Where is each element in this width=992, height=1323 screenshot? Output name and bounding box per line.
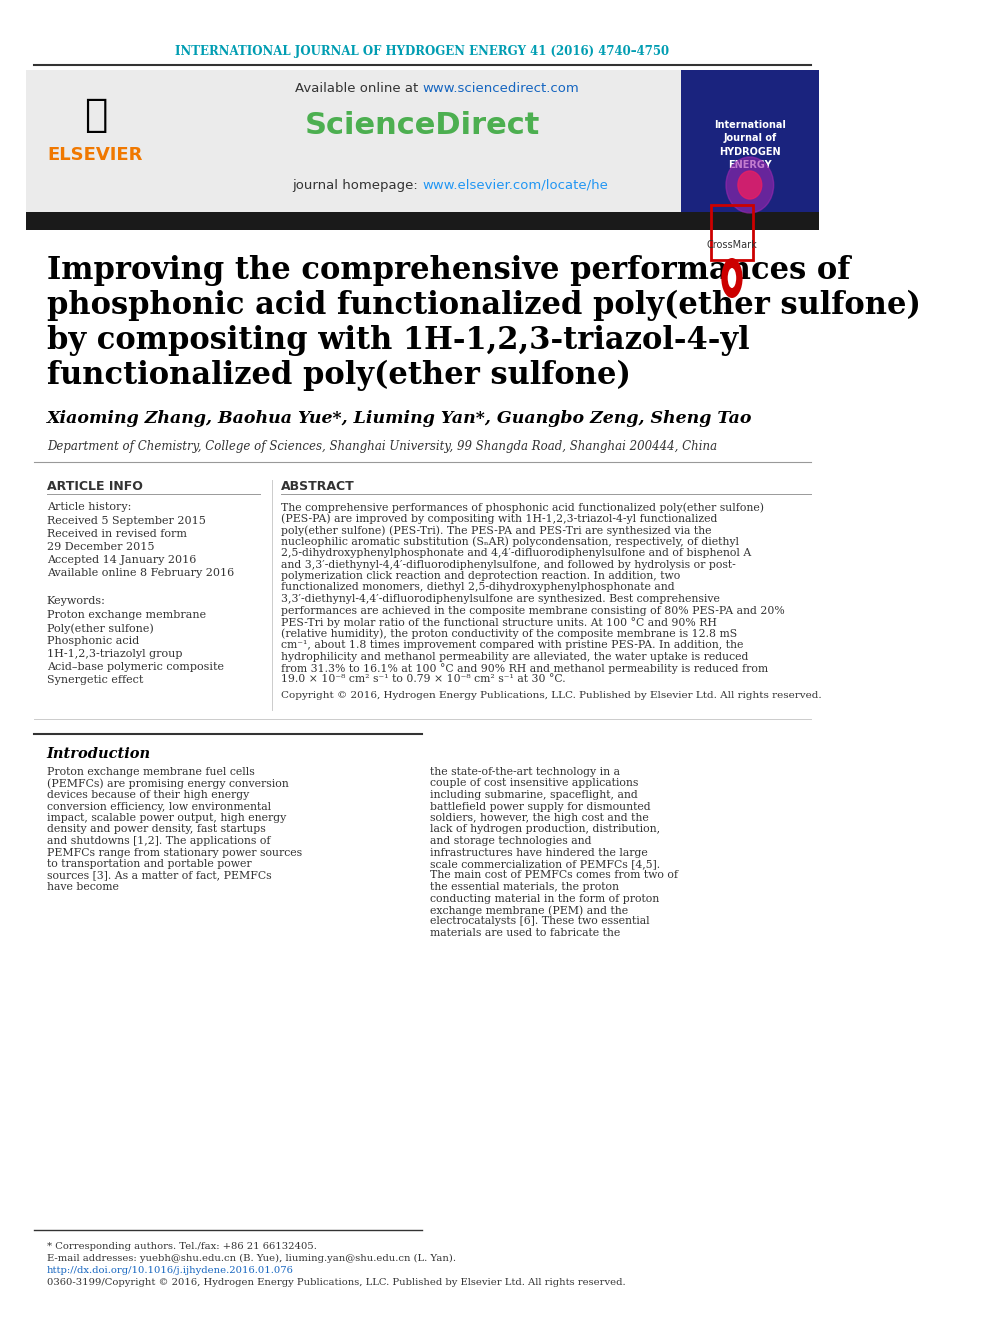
Text: Improving the comprehensive performances of: Improving the comprehensive performances… bbox=[47, 255, 850, 286]
Text: soldiers, however, the high cost and the: soldiers, however, the high cost and the bbox=[430, 814, 649, 823]
Text: performances are achieved in the composite membrane consisting of 80% PES-PA and: performances are achieved in the composi… bbox=[281, 606, 785, 615]
Text: Synergetic effect: Synergetic effect bbox=[47, 675, 143, 685]
Text: conducting material in the form of proton: conducting material in the form of proto… bbox=[430, 893, 659, 904]
Text: PES-Tri by molar ratio of the functional structure units. At 100 °C and 90% RH: PES-Tri by molar ratio of the functional… bbox=[281, 617, 717, 628]
Text: www.sciencedirect.com: www.sciencedirect.com bbox=[423, 82, 579, 94]
Text: conversion efficiency, low environmental: conversion efficiency, low environmental bbox=[47, 802, 271, 811]
Text: CrossMark: CrossMark bbox=[706, 239, 757, 250]
Text: lack of hydrogen production, distribution,: lack of hydrogen production, distributio… bbox=[430, 824, 660, 835]
Text: materials are used to fabricate the: materials are used to fabricate the bbox=[430, 927, 620, 938]
Bar bbox=[710, 205, 753, 261]
Text: 3,3′-diethynyl-4,4′-difluorodiphenylsulfone are synthesized. Best comprehensive: 3,3′-diethynyl-4,4′-difluorodiphenylsulf… bbox=[281, 594, 720, 605]
Text: and 3,3′-diethynyl-4,4′-difluorodiphenylsulfone, and followed by hydrolysis or p: and 3,3′-diethynyl-4,4′-difluorodiphenyl… bbox=[281, 560, 736, 569]
Text: (PES-PA) are improved by compositing with 1H-1,2,3-triazol-4-yl functionalized: (PES-PA) are improved by compositing wit… bbox=[281, 513, 717, 524]
Text: ABSTRACT: ABSTRACT bbox=[281, 480, 354, 493]
Text: Poly(ether sulfone): Poly(ether sulfone) bbox=[47, 623, 154, 634]
Text: scale commercialization of PEMFCs [4,5].: scale commercialization of PEMFCs [4,5]. bbox=[430, 859, 660, 869]
Text: journal homepage:: journal homepage: bbox=[293, 179, 423, 192]
Text: exchange membrane (PEM) and the: exchange membrane (PEM) and the bbox=[430, 905, 628, 916]
Text: infrastructures have hindered the large: infrastructures have hindered the large bbox=[430, 848, 648, 857]
Text: hydrophilicity and methanol permeability are alleviated, the water uptake is red: hydrophilicity and methanol permeability… bbox=[281, 651, 748, 662]
Text: 0360-3199/Copyright © 2016, Hydrogen Energy Publications, LLC. Published by Else: 0360-3199/Copyright © 2016, Hydrogen Ene… bbox=[47, 1278, 625, 1287]
Bar bbox=[681, 70, 818, 216]
Text: Proton exchange membrane: Proton exchange membrane bbox=[47, 610, 206, 620]
Text: Copyright © 2016, Hydrogen Energy Publications, LLC. Published by Elsevier Ltd. : Copyright © 2016, Hydrogen Energy Public… bbox=[281, 691, 821, 700]
Text: Accepted 14 January 2016: Accepted 14 January 2016 bbox=[47, 556, 196, 565]
Text: 🌳: 🌳 bbox=[83, 97, 107, 134]
Text: Keywords:: Keywords: bbox=[47, 595, 106, 606]
Text: functionalized poly(ether sulfone): functionalized poly(ether sulfone) bbox=[47, 360, 631, 392]
Text: to transportation and portable power: to transportation and portable power bbox=[47, 859, 251, 869]
Text: ScienceDirect: ScienceDirect bbox=[305, 111, 540, 139]
Text: 2,5-dihydroxyphenylphosphonate and 4,4′-difluorodiphenylsulfone and of bisphenol: 2,5-dihydroxyphenylphosphonate and 4,4′-… bbox=[281, 548, 751, 558]
Text: Available online 8 February 2016: Available online 8 February 2016 bbox=[47, 568, 234, 578]
Text: functionalized monomers, diethyl 2,5-dihydroxyphenylphosphonate and: functionalized monomers, diethyl 2,5-dih… bbox=[281, 582, 675, 593]
Circle shape bbox=[726, 157, 774, 213]
Text: www.elsevier.com/locate/he: www.elsevier.com/locate/he bbox=[423, 179, 608, 192]
Text: Received 5 September 2015: Received 5 September 2015 bbox=[47, 516, 205, 527]
Text: Department of Chemistry, College of Sciences, Shanghai University, 99 Shangda Ro: Department of Chemistry, College of Scie… bbox=[47, 441, 717, 452]
Text: Proton exchange membrane fuel cells: Proton exchange membrane fuel cells bbox=[47, 767, 255, 777]
Bar bbox=[26, 70, 818, 216]
Text: from 31.3% to 16.1% at 100 °C and 90% RH and methanol permeability is reduced fr: from 31.3% to 16.1% at 100 °C and 90% RH… bbox=[281, 663, 768, 673]
Text: polymerization click reaction and deprotection reaction. In addition, two: polymerization click reaction and deprot… bbox=[281, 572, 681, 581]
Text: E-mail addresses: yuebh@shu.edu.cn (B. Yue), liuming.yan@shu.edu.cn (L. Yan).: E-mail addresses: yuebh@shu.edu.cn (B. Y… bbox=[47, 1254, 455, 1263]
Circle shape bbox=[738, 171, 762, 198]
Text: cm⁻¹, about 1.8 times improvement compared with pristine PES-PA. In addition, th: cm⁻¹, about 1.8 times improvement compar… bbox=[281, 640, 743, 650]
Text: couple of cost insensitive applications: couple of cost insensitive applications bbox=[430, 778, 638, 789]
Text: Phosphonic acid: Phosphonic acid bbox=[47, 636, 139, 646]
Bar bbox=[26, 212, 818, 230]
Text: including submarine, spaceflight, and: including submarine, spaceflight, and bbox=[430, 790, 638, 800]
Text: International
Journal of
HYDROGEN
ENERGY: International Journal of HYDROGEN ENERGY bbox=[714, 120, 786, 169]
Text: density and power density, fast startups: density and power density, fast startups bbox=[47, 824, 266, 835]
Text: PEMFCs range from stationary power sources: PEMFCs range from stationary power sourc… bbox=[47, 848, 302, 857]
Text: electrocatalysts [6]. These two essential: electrocatalysts [6]. These two essentia… bbox=[430, 917, 650, 926]
Text: Acid–base polymeric composite: Acid–base polymeric composite bbox=[47, 662, 224, 672]
Text: Xiaoming Zhang, Baohua Yue*, Liuming Yan*, Guangbo Zeng, Sheng Tao: Xiaoming Zhang, Baohua Yue*, Liuming Yan… bbox=[47, 410, 752, 427]
Text: nucleophilic aromatic substitution (SₙAR) polycondensation, respectively, of die: nucleophilic aromatic substitution (SₙAR… bbox=[281, 537, 739, 548]
Text: by compositing with 1H-1,2,3-triazol-4-yl: by compositing with 1H-1,2,3-triazol-4-y… bbox=[47, 325, 749, 356]
Text: poly(ether sulfone) (PES-Tri). The PES-PA and PES-Tri are synthesized via the: poly(ether sulfone) (PES-Tri). The PES-P… bbox=[281, 525, 711, 536]
Text: impact, scalable power output, high energy: impact, scalable power output, high ener… bbox=[47, 814, 286, 823]
Text: phosphonic acid functionalized poly(ether sulfone): phosphonic acid functionalized poly(ethe… bbox=[47, 290, 921, 321]
Text: (PEMFCs) are promising energy conversion: (PEMFCs) are promising energy conversion bbox=[47, 778, 289, 789]
Ellipse shape bbox=[728, 269, 736, 288]
Text: (relative humidity), the proton conductivity of the composite membrane is 12.8 m: (relative humidity), the proton conducti… bbox=[281, 628, 737, 639]
Text: 29 December 2015: 29 December 2015 bbox=[47, 542, 155, 552]
Text: Article history:: Article history: bbox=[47, 501, 131, 512]
Text: devices because of their high energy: devices because of their high energy bbox=[47, 790, 249, 800]
Bar bbox=[26, 70, 175, 216]
Text: have become: have become bbox=[47, 882, 119, 892]
Text: http://dx.doi.org/10.1016/j.ijhydene.2016.01.076: http://dx.doi.org/10.1016/j.ijhydene.201… bbox=[47, 1266, 294, 1275]
Text: ARTICLE INFO: ARTICLE INFO bbox=[47, 480, 143, 493]
Text: The comprehensive performances of phosphonic acid functionalized poly(ether sulf: The comprehensive performances of phosph… bbox=[281, 501, 764, 512]
Text: The main cost of PEMFCs comes from two of: The main cost of PEMFCs comes from two o… bbox=[430, 871, 678, 881]
Text: and storage technologies and: and storage technologies and bbox=[430, 836, 591, 845]
Text: the essential materials, the proton: the essential materials, the proton bbox=[430, 882, 619, 892]
Text: Received in revised form: Received in revised form bbox=[47, 529, 186, 538]
Ellipse shape bbox=[721, 258, 743, 298]
Text: 19.0 × 10⁻⁸ cm² s⁻¹ to 0.79 × 10⁻⁸ cm² s⁻¹ at 30 °C.: 19.0 × 10⁻⁸ cm² s⁻¹ to 0.79 × 10⁻⁸ cm² s… bbox=[281, 675, 565, 684]
Text: battlefield power supply for dismounted: battlefield power supply for dismounted bbox=[430, 802, 651, 811]
Text: Available online at: Available online at bbox=[295, 82, 423, 94]
Text: ELSEVIER: ELSEVIER bbox=[48, 146, 143, 164]
Text: * Corresponding authors. Tel./fax: +86 21 66132405.: * Corresponding authors. Tel./fax: +86 2… bbox=[47, 1242, 316, 1252]
Text: INTERNATIONAL JOURNAL OF HYDROGEN ENERGY 41 (2016) 4740–4750: INTERNATIONAL JOURNAL OF HYDROGEN ENERGY… bbox=[175, 45, 670, 58]
Text: 1H-1,2,3-triazolyl group: 1H-1,2,3-triazolyl group bbox=[47, 650, 183, 659]
Text: the state-of-the-art technology in a: the state-of-the-art technology in a bbox=[430, 767, 620, 777]
Text: sources [3]. As a matter of fact, PEMFCs: sources [3]. As a matter of fact, PEMFCs bbox=[47, 871, 272, 881]
Text: and shutdowns [1,2]. The applications of: and shutdowns [1,2]. The applications of bbox=[47, 836, 270, 845]
Text: Introduction: Introduction bbox=[47, 747, 151, 761]
